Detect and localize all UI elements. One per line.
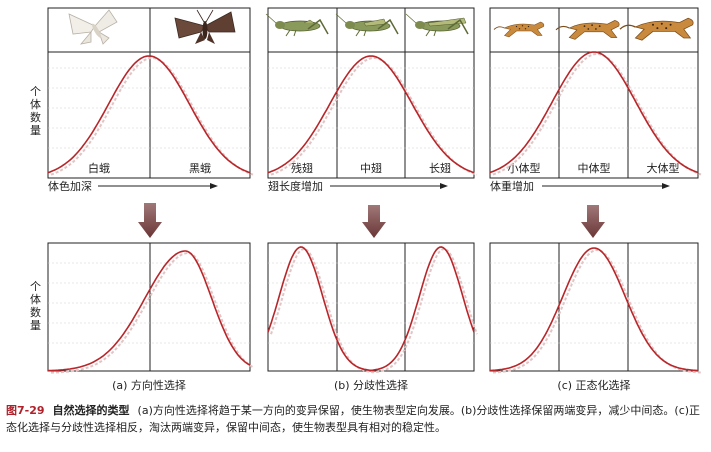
- down-arrow-icon: [138, 203, 162, 238]
- y-axis-label-bottom: 个 体 数 量: [30, 280, 41, 332]
- grasshopper-vestigial-wing-icon: [265, 13, 329, 37]
- curve-shadow: [270, 247, 478, 374]
- caption-number: 图7-29: [6, 404, 45, 417]
- panel-frame: [489, 242, 699, 372]
- down-arrow-icon: [362, 205, 386, 238]
- cheetah-large-icon: [619, 17, 694, 41]
- distribution-curve: [267, 55, 475, 174]
- y-label-char: 体: [30, 292, 41, 306]
- cheetah-medium-icon: [555, 20, 620, 40]
- gridlines: [48, 262, 250, 344]
- y-label-char: 体: [30, 97, 41, 111]
- distribution-curve: [47, 55, 251, 174]
- panel-frame: [489, 7, 699, 179]
- cell-label: 中翅: [360, 161, 382, 175]
- top-axis-c: 体重增加: [490, 179, 670, 193]
- y-label-char: 个: [30, 85, 41, 98]
- dark-moth-icon: [174, 9, 236, 44]
- panel-frame: [47, 7, 251, 179]
- cheetah-small-icon: [493, 21, 545, 38]
- caption-title: 自然选择的类型: [52, 404, 130, 417]
- top-panel-c: 小体型 中体型 大体型: [489, 7, 702, 179]
- distribution-curve: [48, 250, 251, 372]
- axis-arrowhead: [440, 183, 448, 189]
- distribution-curve: [489, 51, 699, 174]
- cell-label: 长翅: [429, 161, 451, 175]
- axis-label: 翅长度增加: [268, 179, 323, 193]
- panel-label: (b) 分歧性选择: [334, 378, 408, 392]
- panel-label: (c) 正态化选择: [557, 378, 630, 392]
- panel-frame: [267, 242, 475, 372]
- top-axis-b: 翅长度增加: [268, 179, 448, 193]
- gridlines: [490, 67, 698, 149]
- panel-frame: [47, 242, 251, 372]
- grasshopper-medium-wing-icon: [335, 13, 399, 37]
- bottom-panel-a: (a) 方向性选择: [47, 242, 254, 392]
- panel-label: (a) 方向性选择: [112, 378, 186, 392]
- cell-label: 大体型: [647, 161, 680, 175]
- down-arrows: [138, 203, 605, 238]
- y-label-char: 数: [30, 111, 41, 124]
- panel-frame: [267, 7, 475, 179]
- axis-label: 体色加深: [48, 179, 92, 193]
- axis-arrowhead: [210, 183, 218, 189]
- y-label-char: 数: [30, 306, 41, 319]
- cell-label: 中体型: [578, 161, 611, 175]
- cell-label: 黑蛾: [189, 162, 211, 175]
- top-axis-a: 体色加深: [48, 179, 218, 193]
- gridlines: [490, 262, 698, 344]
- bottom-panel-c: (c) 正态化选择: [489, 242, 702, 392]
- down-arrow-icon: [581, 205, 605, 238]
- curve-shadow: [270, 56, 478, 176]
- y-label-char: 量: [30, 124, 41, 137]
- figure-caption: 图7-29 自然选择的类型 (a)方向性选择将趋于某一方向的变异保留，使生物表型定向…: [6, 402, 706, 436]
- bottom-panel-b: (b) 分歧性选择: [267, 242, 478, 392]
- cell-label: 残翅: [291, 161, 313, 175]
- caption-text: (a)方向性选择将趋于某一方向的变异保留，使生物表型定向发展。(b)分歧性选择保…: [6, 404, 701, 434]
- y-axis-label-top: 个 体 数 量: [30, 85, 41, 137]
- top-panel-b: 残翅 中翅 长翅: [265, 7, 478, 179]
- cell-label: 白蛾: [88, 161, 110, 175]
- axis-arrowhead: [662, 183, 670, 189]
- y-label-char: 量: [30, 319, 41, 332]
- top-panel-a: 白蛾 黑蛾: [47, 7, 254, 179]
- curve-shadow: [50, 56, 254, 176]
- cell-label: 小体型: [508, 161, 541, 175]
- axis-label: 体重增加: [490, 179, 534, 193]
- grasshopper-long-wing-icon: [405, 13, 469, 37]
- distribution-curve: [267, 246, 475, 372]
- y-label-char: 个: [30, 280, 41, 293]
- white-moth-icon: [68, 9, 118, 45]
- distribution-curve: [489, 247, 699, 372]
